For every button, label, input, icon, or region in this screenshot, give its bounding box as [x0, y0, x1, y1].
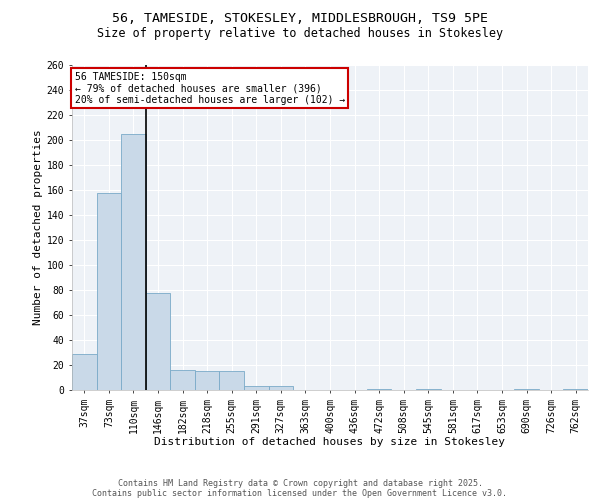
- Bar: [269, 386, 293, 390]
- Bar: [563, 389, 588, 390]
- Text: Contains HM Land Registry data © Crown copyright and database right 2025.: Contains HM Land Registry data © Crown c…: [118, 478, 482, 488]
- Bar: [97, 192, 121, 390]
- Text: 56 TAMESIDE: 150sqm
← 79% of detached houses are smaller (396)
20% of semi-detac: 56 TAMESIDE: 150sqm ← 79% of detached ho…: [74, 72, 345, 104]
- Bar: [220, 371, 244, 390]
- Bar: [170, 370, 195, 390]
- Bar: [244, 386, 269, 390]
- Bar: [195, 371, 220, 390]
- Text: Contains public sector information licensed under the Open Government Licence v3: Contains public sector information licen…: [92, 488, 508, 498]
- Text: Size of property relative to detached houses in Stokesley: Size of property relative to detached ho…: [97, 28, 503, 40]
- Bar: [514, 389, 539, 390]
- Bar: [72, 354, 97, 390]
- Bar: [146, 292, 170, 390]
- Bar: [416, 389, 440, 390]
- Bar: [121, 134, 146, 390]
- Y-axis label: Number of detached properties: Number of detached properties: [32, 130, 43, 326]
- X-axis label: Distribution of detached houses by size in Stokesley: Distribution of detached houses by size …: [155, 437, 505, 447]
- Text: 56, TAMESIDE, STOKESLEY, MIDDLESBROUGH, TS9 5PE: 56, TAMESIDE, STOKESLEY, MIDDLESBROUGH, …: [112, 12, 488, 26]
- Bar: [367, 389, 391, 390]
